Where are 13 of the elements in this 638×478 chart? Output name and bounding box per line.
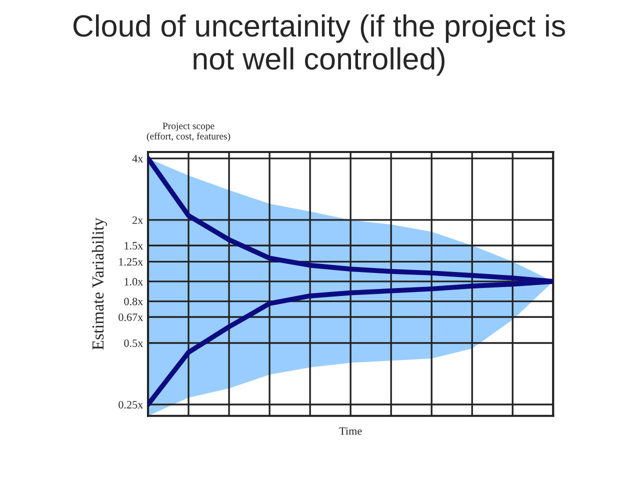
chart-title: Cloud of uncertainity (if the project is not well controlled) <box>73 14 566 76</box>
y-tick-label: 0.8x <box>124 298 144 306</box>
y-tick-label: 1.25x <box>119 258 144 266</box>
y-tick-label: 0.67x <box>118 313 144 322</box>
y-tick-label: 0.25x <box>118 400 144 409</box>
y-tick-label: 1.5x <box>124 242 144 250</box>
text: Project scope (effort, cost, features) <box>146 122 230 142</box>
y-axis-title: Estimate Variability <box>92 218 108 350</box>
y-tick-label: 2x <box>132 216 144 224</box>
y-tick-label: 4x <box>132 154 144 162</box>
y-tick-label: 1.0x <box>124 278 144 286</box>
y-tick-label: 0.5x <box>124 339 144 348</box>
x-axis-title: Time <box>339 427 362 435</box>
